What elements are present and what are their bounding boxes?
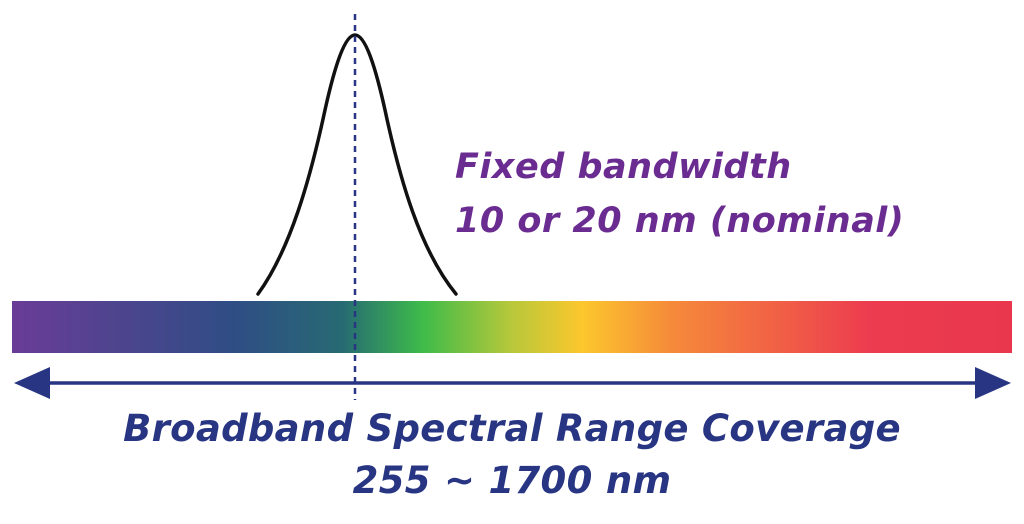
arrowhead-right-icon (975, 367, 1011, 399)
coverage-range-value: 255 ~ 1700 nm (352, 459, 672, 502)
arrowhead-left-icon (14, 367, 50, 399)
coverage-title: Broadband Spectral Range Coverage (123, 407, 901, 450)
spectrum-bar (12, 301, 1012, 353)
bandwidth-value: 10 or 20 nm (nominal) (455, 201, 905, 241)
bandwidth-peak-curve (256, 33, 458, 296)
bandwidth-title: Fixed bandwidth (455, 147, 792, 187)
